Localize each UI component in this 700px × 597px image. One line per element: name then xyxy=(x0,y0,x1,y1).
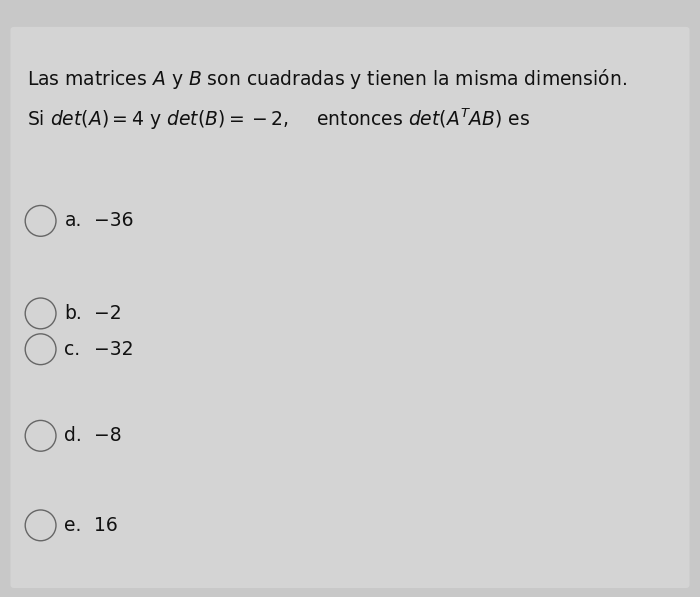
Text: a.: a. xyxy=(64,211,82,230)
Text: Si $det(A) = 4$ y $det(B) = -2,\quad$ entonces $det(A^T AB)$ es: Si $det(A) = 4$ y $det(B) = -2,\quad$ en… xyxy=(27,107,530,132)
Text: 16: 16 xyxy=(94,516,118,535)
Text: −36: −36 xyxy=(94,211,134,230)
FancyBboxPatch shape xyxy=(10,27,690,588)
Text: c.: c. xyxy=(64,340,81,359)
Text: −2: −2 xyxy=(94,304,122,323)
Text: −8: −8 xyxy=(94,426,122,445)
Text: Las matrices $\mathit{A}$ y $\mathit{B}$ son cuadradas y tienen la misma dimensi: Las matrices $\mathit{A}$ y $\mathit{B}$… xyxy=(27,67,626,91)
Text: e.: e. xyxy=(64,516,82,535)
Text: −32: −32 xyxy=(94,340,134,359)
Text: d.: d. xyxy=(64,426,82,445)
Text: b.: b. xyxy=(64,304,82,323)
